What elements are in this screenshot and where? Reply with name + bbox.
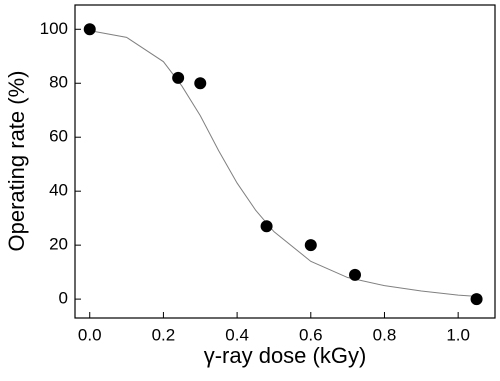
x-tick-label: 1.0 <box>446 325 470 344</box>
data-point <box>304 239 317 252</box>
fit-curve <box>89 30 477 297</box>
x-axis-label: γ-ray dose (kGy) <box>204 343 367 368</box>
data-point <box>172 71 185 84</box>
data-point <box>349 268 361 281</box>
x-tick-label: 0.2 <box>152 325 176 344</box>
y-tick-label: 0 <box>59 289 68 308</box>
data-point <box>83 23 96 36</box>
y-tick-label: 40 <box>49 181 68 200</box>
y-tick-label: 20 <box>49 235 68 254</box>
x-tick-label: 0.6 <box>299 325 323 344</box>
x-tick-label: 0.4 <box>225 325 249 344</box>
data-point <box>194 77 207 90</box>
plot-frame <box>74 4 496 319</box>
x-tick-label: 0.8 <box>373 325 397 344</box>
y-axis-label: Operating rate (%) <box>4 71 29 252</box>
x-tick-label: 0.0 <box>78 325 102 344</box>
data-point <box>470 293 483 306</box>
data-point <box>260 220 273 233</box>
y-tick-label: 60 <box>49 127 68 146</box>
y-tick-label: 80 <box>49 73 68 92</box>
y-tick-label: 100 <box>40 19 68 38</box>
